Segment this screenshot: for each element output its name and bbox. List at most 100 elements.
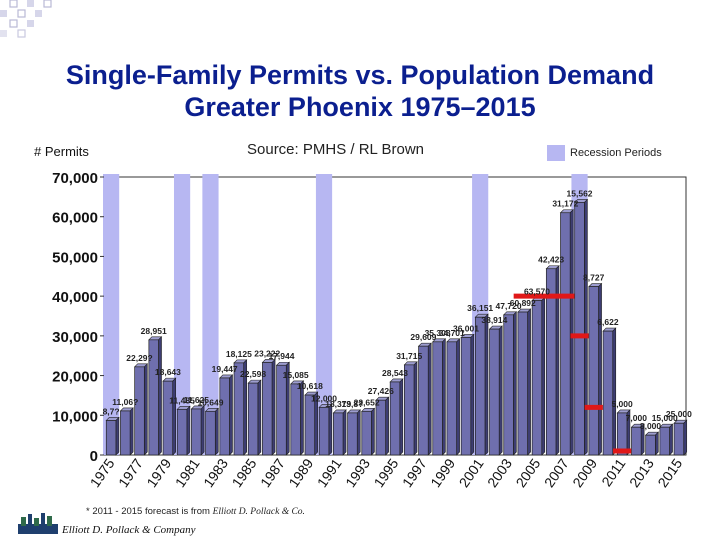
x-tick-label-1995: 1995 <box>370 455 401 490</box>
bar-side-1981 <box>200 405 205 456</box>
bar-2003 <box>503 314 514 456</box>
data-label-2011: 5,000 <box>611 399 633 409</box>
x-tick-label-1991: 1991 <box>314 455 345 490</box>
bar-2013 <box>645 434 656 456</box>
bar-1989 <box>304 394 316 456</box>
bar-1975 <box>105 420 117 456</box>
y-tick-label-10000: 10,000 <box>52 408 98 425</box>
bar-1977 <box>134 366 145 456</box>
bar-side-1993 <box>371 407 375 456</box>
company-name: Elliott D. Pollack & Company <box>62 524 196 536</box>
bar-1986 <box>262 362 273 456</box>
bar-1994 <box>375 399 386 456</box>
data-label-2014: 15,000 <box>652 413 678 423</box>
data-label-1976: 11,06? <box>112 397 138 407</box>
data-label-2003: 47,720 <box>496 301 522 311</box>
bar-side-2002 <box>498 325 503 456</box>
bar-1988 <box>290 383 301 456</box>
bar-side-2014 <box>669 423 673 456</box>
data-label-1990: 12,000 <box>311 393 337 403</box>
data-label-2007: 31,172 <box>552 199 578 209</box>
data-label-2004: 60,892 <box>510 298 536 308</box>
bar-2008 <box>574 202 585 456</box>
y-tick-label-20000: 20,000 <box>52 369 98 386</box>
source-note: Source: PMHS / RL Brown <box>247 141 425 158</box>
bar-side-2001 <box>484 313 489 456</box>
data-label-1981: 11,625 <box>184 395 210 405</box>
data-label-1982: 10,649 <box>197 397 223 407</box>
data-label-1998: 35,308 <box>425 328 451 338</box>
bar-side-2008 <box>584 198 588 456</box>
data-label-1986: 23,222 <box>254 348 280 358</box>
legend-swatch-recession <box>547 145 565 161</box>
bar-side-2004 <box>527 308 531 456</box>
corner-decoration <box>0 0 52 38</box>
x-tick-label-1989: 1989 <box>285 455 316 490</box>
bar-2002 <box>489 328 500 456</box>
bar-2004 <box>517 311 528 456</box>
bar-side-1996 <box>413 361 418 456</box>
chart-title: Single-Family Permits vs. Population Dem… <box>65 60 655 90</box>
data-label-1977: 22,29? <box>126 353 152 363</box>
bar-1981 <box>191 408 202 456</box>
bar-2006 <box>545 268 557 456</box>
data-label-1994: 27,426 <box>368 386 394 396</box>
x-tick-label-1977: 1977 <box>115 455 146 490</box>
bar-side-2013 <box>655 431 659 456</box>
bar-side-2007 <box>569 209 574 456</box>
data-label-2012: 7,000 <box>626 413 648 423</box>
bar-1998 <box>432 341 443 456</box>
data-label-2002: 38,914 <box>481 315 507 325</box>
bar-1991 <box>333 412 344 456</box>
data-label-2009: 8,727 <box>583 273 605 283</box>
data-label-1997: 29,609 <box>410 332 436 342</box>
data-label-1978: 28,951 <box>141 326 167 336</box>
bar-side-2009 <box>598 282 602 456</box>
bar-side-1999 <box>456 338 460 456</box>
data-label-2006: 42,423 <box>538 255 564 265</box>
bar-side-1975 <box>115 416 120 456</box>
data-label-1991: 18,379 <box>325 399 351 409</box>
bar-side-2010 <box>612 327 617 456</box>
bar-side-2015 <box>683 419 688 456</box>
bar-1979 <box>162 380 174 456</box>
x-tick-label-2003: 2003 <box>484 455 515 490</box>
bar-1980 <box>176 408 188 456</box>
data-label-2015: 25,000 <box>666 409 692 419</box>
footnote-prefix: * 2011 - 2015 forecast is from <box>86 506 213 517</box>
recession-band-1990 <box>315 174 333 455</box>
x-tick-label-1985: 1985 <box>229 455 260 490</box>
data-label-1996: 31,715 <box>396 351 422 361</box>
y-tick-label-40000: 40,000 <box>52 289 98 306</box>
bar-2010 <box>602 330 614 456</box>
bar-1997 <box>418 345 429 456</box>
bar-side-1997 <box>427 342 432 456</box>
bar-side-1980 <box>186 405 191 456</box>
data-label-1999: 34,701 <box>439 328 465 338</box>
chart-subtitle: Greater Phoenix 1975–2015 <box>184 92 536 122</box>
bar-1990 <box>318 406 330 456</box>
bar-1996 <box>404 364 415 456</box>
bar-2009 <box>588 286 599 456</box>
x-tick-label-2005: 2005 <box>512 455 543 490</box>
bar-side-1982 <box>214 407 219 456</box>
data-label-1985: 22,598 <box>240 369 266 379</box>
bar-1983 <box>219 377 230 456</box>
bar-1999 <box>446 341 457 456</box>
bar-2011 <box>616 412 628 456</box>
x-tick-label-2001: 2001 <box>456 455 487 490</box>
data-label-1992: 13,8? <box>342 399 364 409</box>
bar-1987 <box>276 364 287 456</box>
x-tick-label-1999: 1999 <box>427 455 458 490</box>
bar-2007 <box>560 212 571 456</box>
forecast-footnote: * 2011 - 2015 forecast is from Elliott D… <box>86 506 305 517</box>
bar-2005 <box>531 300 543 456</box>
recession-band-1980 <box>173 174 191 455</box>
bar-side-1991 <box>342 409 347 456</box>
y-tick-label-60000: 60,000 <box>52 210 98 227</box>
x-tick-label-2015: 2015 <box>654 455 685 490</box>
x-tick-label-2007: 2007 <box>541 455 572 490</box>
data-label-1988: 15,085 <box>283 370 309 380</box>
bar-1976 <box>120 410 131 456</box>
bar-side-1986 <box>271 358 276 456</box>
